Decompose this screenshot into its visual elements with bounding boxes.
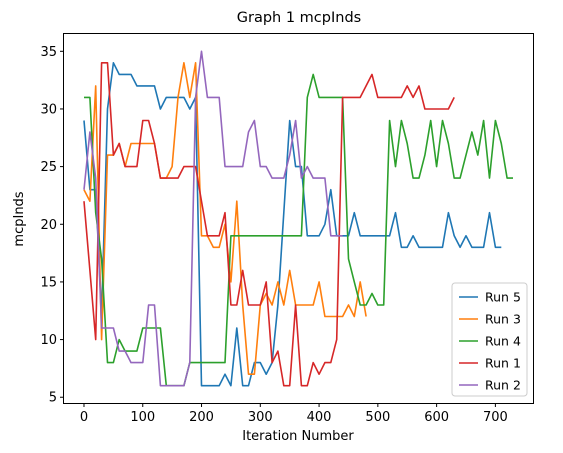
x-axis: 0 100 200 300 400 500 600 700: [80, 403, 508, 425]
x-tick-label: 400: [307, 410, 332, 425]
series-lines: [83, 50, 513, 387]
y-tick-label: 25: [40, 160, 57, 175]
legend-label: Run 4: [485, 334, 521, 349]
x-tick-label: 200: [189, 410, 214, 425]
x-tick-label: 500: [365, 410, 390, 425]
series-line-1: [83, 61, 502, 387]
x-tick-label: 300: [248, 410, 273, 425]
plot-frame: [63, 33, 534, 404]
chart-title: Graph 1 mcpInds: [237, 10, 361, 26]
y-axis: 5 10 15 20 25 30 35: [40, 45, 64, 406]
legend-label: Run 5: [485, 290, 521, 305]
series-line-5: [83, 50, 343, 387]
legend: Run 5 Run 3 Run 4 Run 1 Run 2: [451, 282, 528, 397]
y-tick-label: 10: [40, 333, 57, 348]
legend-label: Run 1: [485, 356, 521, 371]
legend-label: Run 2: [485, 378, 521, 393]
y-tick-label: 15: [40, 275, 57, 290]
y-tick-label: 20: [40, 218, 57, 233]
x-axis-label: Iteration Number: [242, 429, 354, 444]
x-tick-label: 700: [483, 410, 508, 425]
y-tick-label: 35: [40, 45, 57, 60]
legend-box: [451, 282, 528, 397]
x-tick-label: 600: [424, 410, 449, 425]
x-tick-label: 0: [80, 410, 88, 425]
series-line-4: [83, 61, 455, 387]
x-tick-label: 100: [130, 410, 155, 425]
legend-label: Run 3: [485, 312, 521, 327]
y-tick-label: 30: [40, 102, 57, 117]
y-axis-label: mcpInds: [12, 191, 27, 246]
y-tick-label: 5: [49, 391, 57, 406]
